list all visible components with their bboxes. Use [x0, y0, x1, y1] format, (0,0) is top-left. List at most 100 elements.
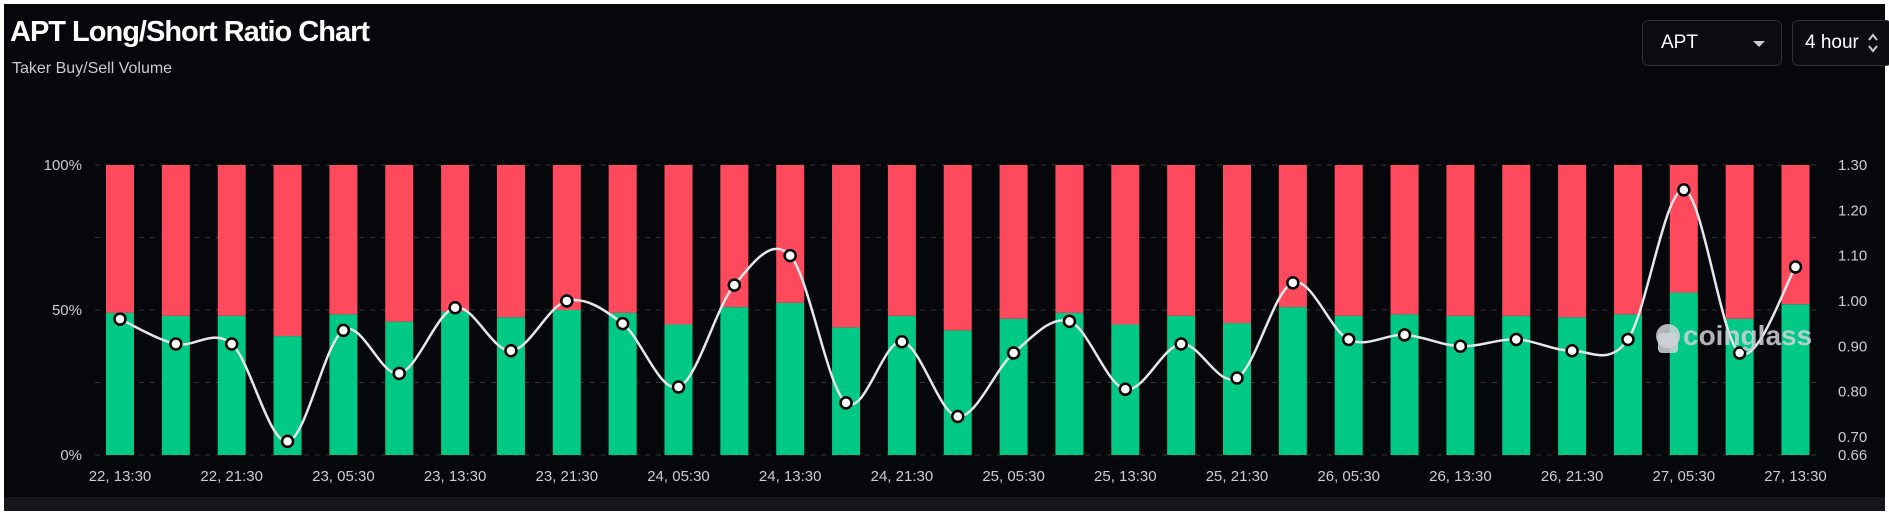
- ratio-point: [1230, 371, 1244, 385]
- y-right-tick-label: 1.30: [1838, 157, 1867, 174]
- ratio-point: [951, 409, 965, 424]
- y-right-tick-label: 1.20: [1838, 202, 1867, 219]
- ratio-point: [727, 278, 742, 292]
- long-bar: [776, 302, 805, 455]
- x-tick-label: 25, 21:30: [1206, 468, 1269, 485]
- long-bar: [217, 315, 246, 455]
- y-right-tick-label: 0.90: [1838, 338, 1867, 355]
- ratio-point: [895, 334, 909, 349]
- long-bar: [832, 327, 861, 455]
- ratio-point: [783, 248, 797, 263]
- ratio-point: [169, 337, 183, 351]
- short-bar: [1502, 165, 1531, 316]
- y-left-tick-label: 0%: [60, 447, 82, 464]
- short-bar: [1334, 165, 1363, 316]
- ratio-point: [336, 323, 351, 338]
- short-bar: [832, 165, 861, 328]
- short-bar: [496, 165, 525, 318]
- long-bar: [1446, 315, 1475, 455]
- coinglass-watermark: coinglass: [1656, 320, 1812, 353]
- long-bar: [496, 317, 525, 455]
- short-bar: [385, 165, 414, 322]
- x-tick-label: 24, 13:30: [759, 468, 822, 485]
- short-bar: [441, 165, 470, 312]
- ratio-point: [1788, 260, 1803, 274]
- short-bar: [552, 165, 581, 310]
- ratio-point: [1006, 346, 1021, 360]
- y-right-tick-label: 0.80: [1838, 384, 1867, 401]
- x-tick-label: 24, 21:30: [871, 468, 934, 485]
- x-tick-label: 26, 13:30: [1429, 468, 1492, 485]
- ratio-point: [1677, 183, 1691, 197]
- ratio-point: [1397, 328, 1412, 342]
- short-bar: [999, 165, 1028, 319]
- y-right-tick-label: 0.66: [1838, 447, 1867, 464]
- ratio-point: [615, 316, 630, 331]
- ratio-point: [224, 337, 239, 351]
- long-bar: [441, 311, 470, 455]
- page-title: APT Long/Short Ratio Chart: [10, 16, 370, 48]
- ratio-point: [1732, 346, 1747, 360]
- y-right-tick-label: 0.70: [1838, 429, 1867, 446]
- long-bar: [1167, 315, 1196, 455]
- ratio-point: [1118, 382, 1133, 397]
- chart-subtitle: Taker Buy/Sell Volume: [12, 60, 173, 77]
- interval-select[interactable]: 4 hour: [1792, 20, 1889, 66]
- long-bar: [999, 318, 1028, 455]
- short-bar: [1725, 165, 1754, 319]
- ratio-point: [1509, 332, 1523, 347]
- long-bar: [329, 314, 358, 455]
- ratio-point: [1062, 314, 1077, 329]
- ratio-point: [1174, 337, 1188, 351]
- interval-select-value: 4 hour: [1805, 32, 1859, 53]
- x-tick-label: 27, 05:30: [1653, 468, 1716, 485]
- long-bar: [161, 315, 190, 455]
- ratio-point: [113, 312, 127, 326]
- axes: 0% 50% 100% 0.660.70 0.80 0.90 1.00 1.10 1.20 1.3…: [44, 157, 1868, 485]
- coinglass-logo-icon: [1656, 324, 1680, 353]
- symbol-select-value: APT: [1661, 32, 1698, 53]
- ratio-point: [1565, 344, 1579, 358]
- bottom-strip: [4, 497, 1885, 511]
- short-bar: [1223, 165, 1251, 324]
- short-bar: [608, 165, 637, 313]
- short-bar: [887, 165, 916, 316]
- ratio-line: [113, 183, 1803, 449]
- short-bar: [161, 165, 190, 316]
- short-bar: [1781, 165, 1810, 305]
- up-down-chevron-icon: [1868, 33, 1878, 53]
- short-bar: [776, 165, 805, 303]
- short-bar: [1111, 165, 1140, 325]
- short-bar: [1167, 165, 1196, 316]
- ratio-point: [1341, 332, 1356, 347]
- short-bar: [1446, 165, 1475, 316]
- long-bar: [608, 312, 637, 455]
- long-bar: [552, 310, 581, 455]
- short-bar: [1558, 165, 1587, 318]
- short-bar: [1390, 165, 1419, 315]
- x-tick-label: 27, 13:30: [1764, 468, 1827, 485]
- long-bar: [1558, 317, 1587, 455]
- ratio-point: [1286, 276, 1300, 290]
- x-tick-label: 24, 05:30: [647, 468, 710, 485]
- y-left-tick-label: 100%: [44, 157, 82, 174]
- long-bar: [1781, 304, 1810, 455]
- ratio-point: [448, 300, 462, 315]
- symbol-select[interactable]: APT: [1642, 20, 1782, 66]
- long-bar: [720, 307, 749, 455]
- ratio-point: [1453, 339, 1468, 353]
- long-bar: [385, 321, 414, 455]
- short-bar: [106, 165, 134, 313]
- ratio-point: [671, 380, 686, 394]
- y-left-tick-label: 50%: [52, 302, 82, 319]
- x-tick-label: 26, 21:30: [1541, 468, 1604, 485]
- x-tick-label: 25, 05:30: [982, 468, 1045, 485]
- short-bar: [664, 165, 693, 325]
- chevron-down-icon: [1753, 41, 1765, 47]
- x-tick-label: 23, 21:30: [536, 468, 599, 485]
- ratio-point: [392, 366, 406, 381]
- long-bar: [1223, 323, 1251, 455]
- x-tick-label: 23, 05:30: [312, 468, 375, 485]
- ratio-point: [280, 434, 295, 449]
